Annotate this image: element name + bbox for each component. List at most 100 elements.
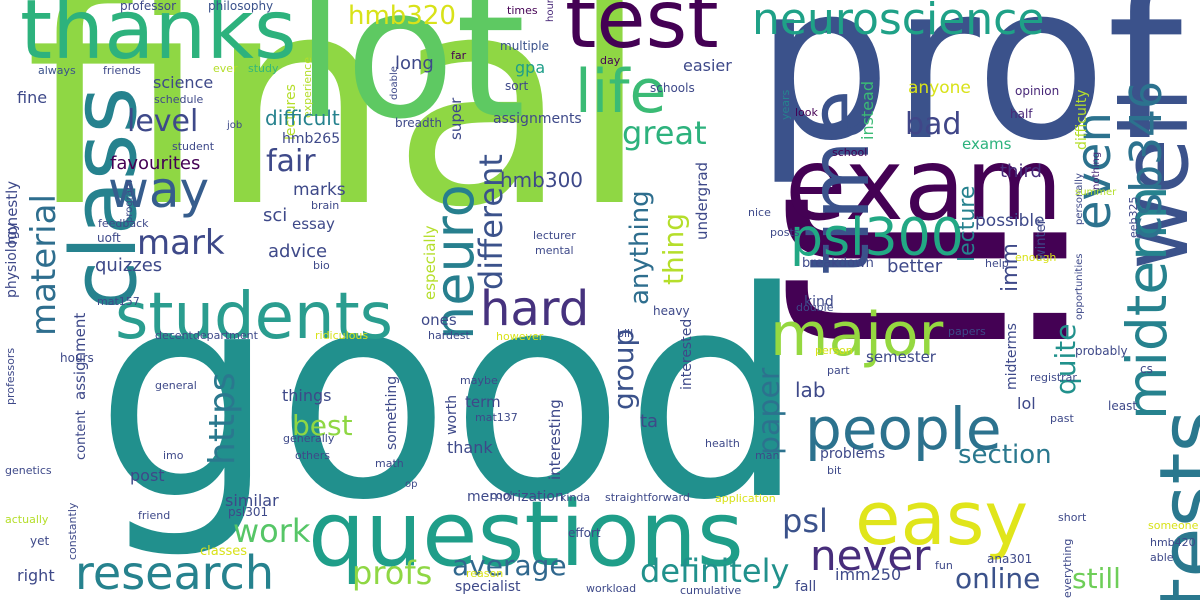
word-papers: papers: [948, 325, 986, 338]
word-summer: summer: [1075, 187, 1117, 198]
word-imm250: imm250: [835, 565, 902, 584]
word-quizzes: quizzes: [95, 255, 163, 276]
word-exams: exams: [962, 135, 1012, 153]
word-opportunities: opportunities: [1074, 253, 1085, 320]
word-heavy: heavy: [653, 304, 690, 318]
word-hardest: hardest: [428, 329, 470, 342]
word-definitely: definitely: [640, 552, 790, 590]
word-genetics: genetics: [5, 464, 52, 477]
word-difficult: difficult: [265, 106, 340, 130]
word-hmb265: hmb265: [282, 131, 341, 147]
word-long: long: [395, 53, 434, 74]
word-cumulative: cumulative: [680, 584, 742, 597]
word-someone: someone: [1148, 519, 1199, 532]
word-physiology: physiology: [4, 222, 20, 298]
word-group: group: [607, 328, 640, 410]
word-application: application: [715, 492, 776, 505]
word-job: job: [227, 120, 243, 131]
word-always: always: [38, 64, 76, 77]
word-fair: fair: [266, 144, 316, 179]
word-similar: similar: [225, 491, 279, 510]
word-psl301: psl301: [228, 505, 269, 519]
word-prof: prof: [755, 0, 1183, 188]
word-gpa: gpa: [515, 58, 546, 77]
word-memorization: memorization: [467, 489, 564, 505]
word-fall: fall: [795, 579, 817, 595]
word-thank: thank: [447, 438, 493, 457]
word-average: average: [452, 549, 567, 582]
word-ones: ones: [421, 311, 457, 329]
word-registrar: registrar: [1030, 371, 1077, 384]
word-opinion: opinion: [1015, 84, 1060, 98]
word-major: major: [770, 300, 944, 370]
word-man: man: [755, 449, 780, 462]
word-specialist: specialist: [455, 579, 521, 595]
word-others: others: [295, 449, 331, 462]
word-hmb420: hmb420: [1150, 536, 1196, 549]
word-generally: generally: [283, 432, 335, 445]
word-fun: fun: [935, 559, 953, 572]
word-person: person: [815, 344, 853, 357]
word-exam: exam: [785, 126, 1063, 243]
word-multiple: multiple: [500, 39, 550, 53]
word-hmb320: hmb320: [348, 1, 456, 31]
word-difficulty: difficulty: [1074, 89, 1090, 150]
word-professor: professor: [120, 0, 177, 13]
word-mark: mark: [137, 223, 225, 263]
word-best: best: [292, 409, 353, 442]
word-post: post: [130, 466, 165, 485]
word-math: math: [375, 457, 404, 470]
word-profs: profs: [352, 554, 433, 592]
word-hard: hard: [480, 281, 590, 337]
word-never: never: [810, 531, 931, 580]
word-kind: kind: [804, 294, 834, 310]
word-least: least: [1108, 399, 1138, 413]
word-easy: easy: [855, 476, 1029, 562]
word-cs: cs: [1140, 362, 1153, 376]
word-great: great: [622, 114, 707, 152]
word-sci: sci: [263, 205, 288, 226]
word-kinda: kinda: [560, 491, 591, 504]
word-section: section: [958, 440, 1052, 470]
word-lot: lot: [295, 0, 526, 159]
word-still: still: [1072, 562, 1121, 595]
word-quite: quite: [1049, 323, 1082, 395]
word-constantly: constantly: [66, 502, 79, 560]
word-ever: ever: [213, 62, 238, 75]
word-actually: actually: [5, 513, 49, 526]
word-straightforward: straightforward: [605, 491, 690, 504]
word-third: third: [1000, 161, 1042, 182]
word-content: content: [74, 410, 89, 460]
word-winter: winter: [1034, 219, 1049, 260]
word-term: term: [465, 393, 501, 411]
word-better: better: [887, 256, 943, 277]
word-yet: yet: [30, 534, 50, 548]
word-assignments: assignments: [493, 111, 582, 127]
word-breadth: breadth: [395, 116, 442, 130]
word-interested: interested: [679, 318, 695, 390]
word-life: life: [575, 57, 667, 127]
word-bit: bit: [827, 464, 842, 477]
word-especially: especially: [421, 225, 439, 300]
word-mental: mental: [535, 244, 574, 257]
word-double: double: [796, 301, 834, 314]
word-school: school: [832, 146, 868, 159]
word-part: part: [827, 364, 850, 377]
word-bill: bill: [617, 327, 634, 340]
word-bio: bio: [313, 259, 330, 272]
word-decentdepartment: decentdepartment: [155, 329, 258, 342]
word-mat157: mat157: [97, 295, 140, 308]
word-ta: ta: [640, 411, 659, 432]
word-eeb325: eeb325: [1127, 196, 1140, 238]
word-schedule: schedule: [154, 93, 204, 106]
word-undergrad: undergrad: [693, 161, 711, 240]
word-https: https: [202, 372, 243, 465]
word-way: way: [108, 161, 210, 219]
word-able: able: [1150, 551, 1174, 564]
word-effort: effort: [568, 526, 601, 540]
word-however: however: [496, 330, 544, 343]
word-final: final: [25, 0, 650, 271]
word-things: things: [282, 386, 332, 405]
word-level: level: [127, 104, 199, 139]
word-test: test: [565, 0, 719, 66]
